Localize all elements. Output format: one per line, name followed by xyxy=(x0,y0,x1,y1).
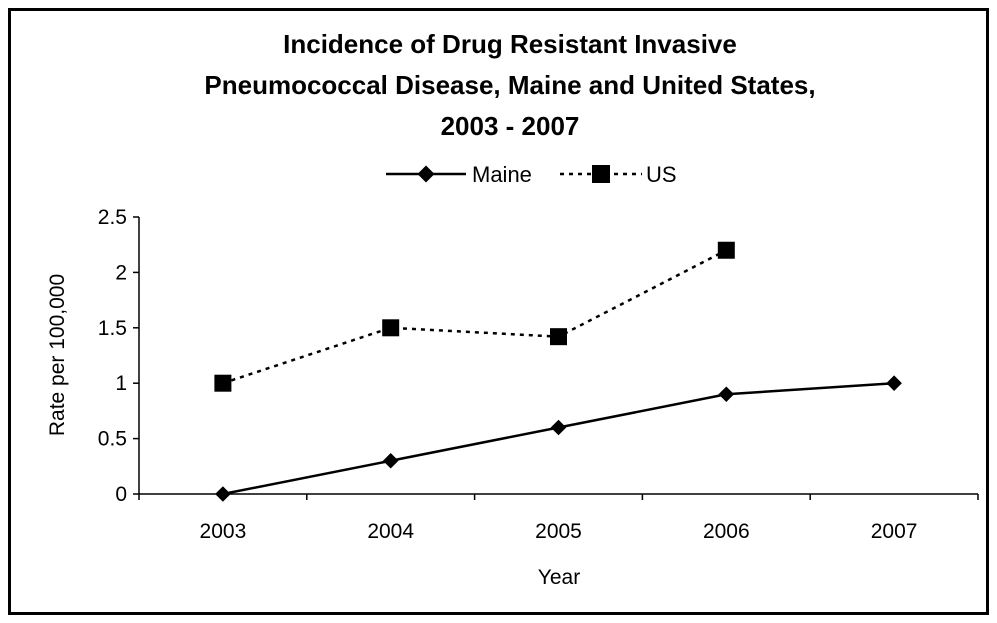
x-tick-label: 2004 xyxy=(367,520,414,543)
y-tick-label: 1 xyxy=(115,372,127,395)
x-tick-label: 2005 xyxy=(535,520,582,543)
y-tick-label: 2.5 xyxy=(98,206,127,229)
legend-maine-label: Maine xyxy=(472,162,532,187)
data-point-maine xyxy=(550,419,567,436)
data-point-us xyxy=(717,241,735,259)
data-point-maine xyxy=(718,386,735,403)
x-axis-label: Year xyxy=(538,566,580,589)
chart-title: Incidence of Drug Resistant Invasive Pne… xyxy=(204,29,815,141)
data-point-maine xyxy=(886,375,902,391)
axes: 0 0.5 1 1.5 2 2.5 2003 2004 2005 2006 2007 xyxy=(98,206,979,543)
series-line-us xyxy=(222,249,727,385)
y-tick-label: 0.5 xyxy=(98,428,127,451)
legend-maine-marker xyxy=(417,165,435,183)
data-point-us xyxy=(382,319,400,337)
y-tick-label: 1.5 xyxy=(98,317,127,340)
data-point-maine xyxy=(382,452,399,469)
chart-title-line-2: Pneumococcal Disease, Maine and United S… xyxy=(204,70,815,100)
data-point-us xyxy=(550,328,567,346)
data-point-maine xyxy=(215,486,231,502)
data-point-us xyxy=(214,374,232,392)
legend-us-marker xyxy=(592,165,610,183)
chart-title-line-1: Incidence of Drug Resistant Invasive xyxy=(283,29,737,59)
x-tick-label: 2006 xyxy=(703,520,750,543)
series-layer xyxy=(214,241,902,502)
x-tick-label: 2003 xyxy=(200,520,247,543)
y-axis-label: Rate per 100,000 xyxy=(46,274,69,436)
y-tick-label: 0 xyxy=(115,483,127,506)
chart-title-line-3: 2003 - 2007 xyxy=(441,111,580,141)
y-tick-label: 2 xyxy=(115,261,127,284)
chart-frame xyxy=(8,8,989,615)
x-tick-label: 2007 xyxy=(871,520,918,543)
legend: Maine US xyxy=(386,162,677,187)
legend-us-label: US xyxy=(646,162,677,187)
series-line-maine xyxy=(222,381,895,496)
